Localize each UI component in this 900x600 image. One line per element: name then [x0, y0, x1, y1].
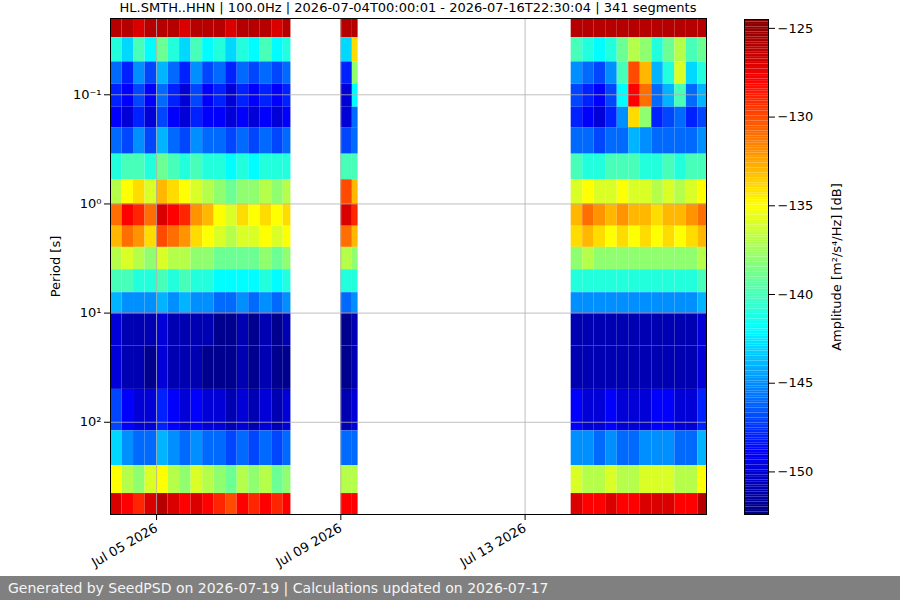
svg-text:10⁻¹: 10⁻¹	[73, 87, 102, 102]
svg-text:−145: −145	[778, 375, 814, 390]
html-text:HL.SMTH..HHN | 100.0Hz | 2026-: HL.SMTH..HHN | 100.0Hz | 2026-07-04T00:0…	[119, 0, 697, 15]
html-text:Generated by SeedPSD on 2026-0: Generated by SeedPSD on 2026-07-19 | Cal…	[8, 580, 549, 596]
svg-text:Period [s]: Period [s]	[48, 236, 63, 298]
svg-text:−130: −130	[778, 109, 814, 124]
svg-text:10²: 10²	[80, 414, 102, 429]
svg-text:Jul 05 2026: Jul 05 2026	[88, 520, 160, 570]
svg-text:10⁰: 10⁰	[80, 196, 102, 211]
svg-text:−140: −140	[778, 287, 814, 302]
svg-text:Amplitude [m²/s⁴/Hz] [dB]: Amplitude [m²/s⁴/Hz] [dB]	[829, 183, 844, 351]
svg-text:10¹: 10¹	[80, 305, 102, 320]
svg-text:Jul 09 2026: Jul 09 2026	[272, 520, 344, 570]
svg-text:−125: −125	[778, 21, 814, 36]
svg-text:−150: −150	[778, 464, 814, 479]
svg-text:−135: −135	[778, 198, 814, 213]
svg-text:Jul 13 2026: Jul 13 2026	[457, 520, 529, 570]
